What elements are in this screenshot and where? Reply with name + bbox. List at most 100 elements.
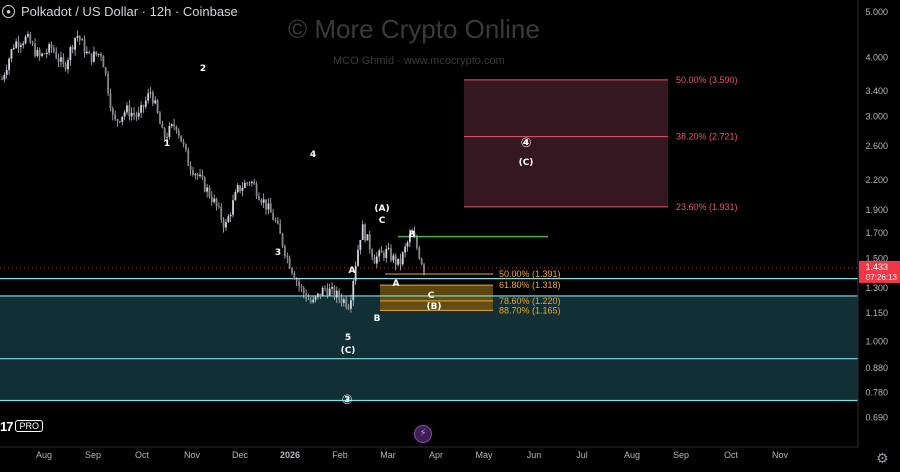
candle-body	[74, 37, 76, 50]
candle-body	[404, 246, 407, 253]
candle-body	[229, 214, 232, 217]
candle-body	[295, 279, 298, 282]
fib-red-label: 23.60% (1.931)	[676, 202, 738, 212]
candle-body	[133, 112, 135, 115]
candle-body	[36, 49, 39, 57]
candle-body	[293, 273, 296, 280]
candle-body	[401, 252, 404, 265]
y-tick-label: 5.000	[865, 7, 888, 17]
candle-body	[50, 44, 53, 48]
candle-body	[154, 100, 157, 104]
candle-body	[196, 174, 199, 176]
candle-body	[225, 222, 227, 228]
candle-body	[97, 53, 100, 55]
lightning-icon[interactable]: ⚡	[414, 425, 432, 443]
fib-orange-label: 88.70% (1.165)	[499, 305, 561, 315]
candle-body	[220, 206, 223, 220]
candle-body	[418, 247, 421, 259]
candle-body	[248, 182, 251, 184]
symbol-logo-icon[interactable]: ●	[2, 4, 15, 18]
chart-title[interactable]: Polkadot / US Dollar · 12h · Coinbase	[21, 3, 238, 19]
candle-body	[128, 105, 131, 117]
candle-body	[236, 185, 239, 193]
candle-body	[387, 248, 390, 249]
wave-label: (C)	[519, 158, 534, 168]
candle-body	[232, 200, 234, 215]
y-tick-label: 4.000	[865, 53, 888, 63]
candle-body	[189, 165, 192, 171]
candle-body	[144, 100, 147, 107]
candle-body	[111, 108, 114, 115]
candle-body	[19, 45, 22, 47]
candle-body	[324, 287, 326, 289]
watermark: © More Crypto Online	[288, 14, 540, 44]
candle-body	[314, 297, 317, 300]
watermark-subtitle: MCO Ghmid · www.mcocrypto.com	[333, 55, 505, 67]
wave-label: 5	[345, 333, 351, 343]
y-tick-label: 2.200	[865, 175, 888, 185]
candle-body	[279, 223, 282, 234]
y-tick-label: 3.400	[865, 86, 888, 96]
candle-body	[10, 49, 13, 59]
candle-body	[385, 248, 388, 258]
candle-body	[213, 198, 216, 202]
price-tag-box	[859, 260, 900, 283]
candle-body	[177, 130, 180, 136]
candle-body	[12, 47, 15, 50]
candle-body	[416, 237, 418, 248]
x-tick-label: Feb	[332, 450, 348, 460]
candle-body	[5, 69, 8, 76]
tradingview-logo: 17 PRO	[0, 418, 43, 434]
candle-body	[217, 206, 220, 207]
countdown-label: 07:26:13	[866, 273, 898, 282]
candle-body	[57, 58, 60, 62]
candle-body	[22, 43, 25, 46]
wave-label: C	[379, 216, 386, 226]
fib-orange-zone	[380, 285, 493, 311]
candle-body	[383, 252, 385, 258]
candle-body	[371, 249, 374, 258]
candle-body	[168, 126, 171, 138]
candle-body	[180, 135, 183, 142]
candle-body	[208, 187, 211, 197]
candle-body	[166, 137, 168, 138]
candle-body	[357, 249, 359, 266]
gear-icon[interactable]: ⚙	[876, 450, 889, 466]
candle-body	[286, 255, 289, 258]
y-tick-label: 0.780	[865, 387, 888, 397]
candle-body	[52, 47, 55, 52]
candle-body	[41, 53, 43, 57]
candle-body	[300, 286, 303, 288]
x-tick-label: Jul	[576, 450, 588, 460]
candle-body	[100, 53, 102, 57]
candle-body	[161, 123, 164, 129]
candle-body	[130, 112, 133, 117]
x-tick-label: Dec	[232, 450, 249, 460]
candle-body	[364, 224, 366, 241]
candle-body	[276, 220, 279, 224]
y-tick-label: 1.900	[865, 205, 888, 215]
candle-body	[420, 258, 423, 265]
candle-body	[288, 257, 291, 269]
candle-body	[359, 240, 362, 250]
candle-body	[123, 112, 126, 117]
candle-body	[142, 105, 145, 107]
pro-badge: PRO	[15, 420, 43, 432]
chart-header: ● Polkadot / US Dollar · 12h · Coinbase	[0, 0, 238, 22]
logo-mark: 17	[0, 418, 14, 434]
candle-body	[319, 293, 322, 297]
candle-body	[326, 288, 329, 296]
candle-body	[126, 105, 128, 113]
candle-body	[67, 60, 69, 70]
candle-body	[222, 219, 225, 228]
x-tick-label: Oct	[724, 450, 739, 460]
candle-body	[27, 33, 29, 37]
candle-body	[187, 149, 190, 166]
x-tick-label: Nov	[184, 450, 201, 460]
candle-body	[347, 307, 350, 309]
candle-body	[121, 116, 124, 122]
candle-body	[192, 170, 194, 175]
candle-body	[170, 124, 173, 127]
